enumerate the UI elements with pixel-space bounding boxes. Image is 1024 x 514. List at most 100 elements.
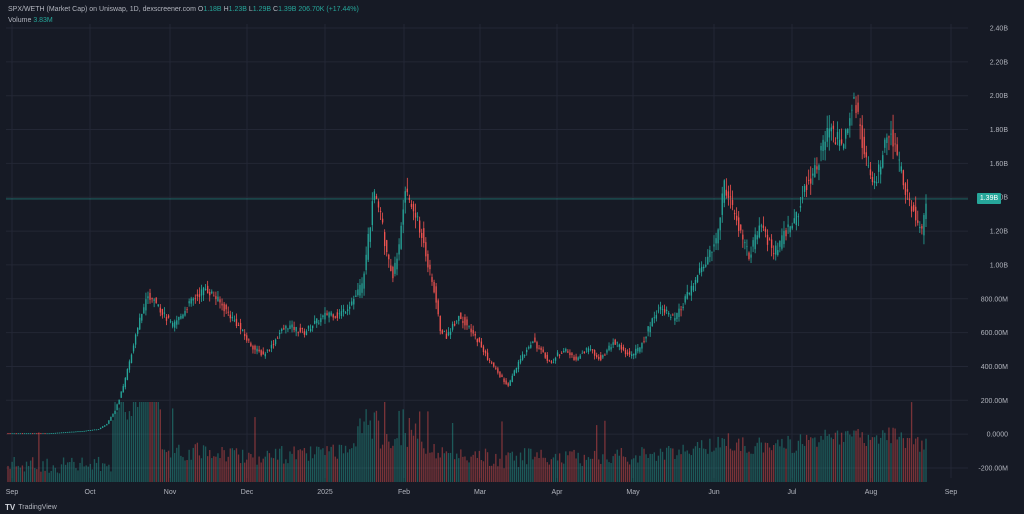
volume-bar	[503, 468, 505, 482]
candle-body	[318, 322, 320, 324]
volume-bar	[904, 447, 907, 482]
candle-body	[46, 433, 48, 435]
volume-bar	[688, 453, 690, 482]
candle-body	[466, 319, 468, 326]
candle-body	[820, 145, 822, 151]
volume-bar	[738, 438, 740, 482]
volume-bar	[254, 417, 256, 482]
x-tick-label: Oct	[85, 489, 96, 496]
x-tick-label: Mar	[474, 489, 487, 496]
candle-body	[206, 285, 209, 294]
volume-bar	[810, 437, 812, 482]
volume-bar	[371, 438, 373, 482]
candle-body	[622, 346, 625, 350]
volume-bar	[548, 464, 551, 482]
candle-body	[925, 203, 927, 219]
volume-bar	[149, 402, 151, 482]
candle-body	[114, 410, 116, 414]
y-tick-label: 800.00M	[981, 296, 1008, 303]
candle-body	[147, 296, 149, 299]
candle-body	[740, 224, 742, 231]
close-value: 1.39B	[278, 6, 297, 13]
volume-bar	[307, 460, 310, 482]
candle-body	[746, 246, 748, 248]
candle-body	[443, 330, 446, 332]
volume-bar	[832, 439, 835, 482]
candle-body	[836, 132, 839, 140]
candle-body	[698, 268, 701, 273]
candle-body	[484, 350, 487, 354]
candle-body	[120, 391, 122, 398]
volume-bar	[167, 450, 170, 482]
volume-bar	[81, 457, 83, 482]
candle-body	[797, 216, 800, 218]
candle-body	[628, 351, 631, 355]
volume-bar	[513, 460, 516, 482]
x-tick-label: Aug	[865, 489, 878, 496]
volume-bar	[227, 456, 229, 482]
candle-body	[717, 229, 719, 244]
candle-body	[7, 433, 9, 435]
candle-body	[783, 230, 785, 245]
volume-bar	[351, 448, 353, 482]
volume-bar	[69, 462, 71, 482]
volume-bar	[608, 462, 610, 482]
volume-bar	[122, 402, 124, 482]
candle-body	[814, 165, 816, 177]
candle-body	[363, 273, 365, 289]
volume-bar	[29, 460, 32, 482]
volume-bar	[912, 444, 915, 482]
footer-brand[interactable]: TV TradingView	[5, 503, 57, 512]
volume-bar	[180, 455, 182, 482]
volume-bar	[414, 423, 417, 482]
candle-body	[657, 310, 660, 312]
candle-body	[437, 300, 439, 315]
volume-bar	[890, 443, 892, 482]
volume-bar	[711, 451, 713, 482]
candle-body	[694, 279, 697, 285]
volume-bar	[40, 471, 42, 482]
volume-bar	[719, 447, 721, 482]
volume-bar	[602, 454, 604, 482]
volume-bar	[600, 463, 602, 482]
candle-body	[507, 383, 509, 386]
volume-bar	[585, 459, 588, 482]
volume-bar	[540, 449, 542, 482]
candle-body	[412, 204, 415, 212]
volume-bar	[186, 460, 188, 482]
candle-body	[762, 225, 765, 228]
candle-body	[770, 239, 773, 248]
volume-bar	[328, 451, 330, 482]
candle-body	[453, 323, 456, 326]
volume-bar	[250, 454, 252, 482]
volume-bar	[184, 460, 186, 482]
candle-body	[583, 351, 585, 353]
candle-body	[690, 285, 693, 296]
volume-bar	[132, 402, 135, 482]
volume-bar	[373, 412, 376, 482]
candle-body	[593, 349, 596, 356]
candle-body	[36, 433, 38, 435]
volume-bar	[598, 459, 600, 482]
candle-body	[435, 286, 437, 303]
candle-body	[194, 298, 196, 300]
y-tick-label: 1.20B	[990, 229, 1009, 236]
candle-body	[344, 312, 347, 314]
candle-body	[165, 316, 168, 321]
volume-legend: Volume 3.83M	[8, 17, 53, 24]
volume-bar	[9, 468, 11, 482]
volume-bar	[316, 446, 318, 482]
candle-body	[585, 348, 588, 350]
candle-body	[686, 291, 688, 299]
candle-body	[233, 320, 236, 322]
candle-body	[449, 331, 452, 335]
volume-bar	[443, 453, 446, 482]
volume-bar	[925, 438, 927, 482]
volume-bar	[752, 453, 754, 482]
candle-body	[91, 429, 94, 431]
volume-bar	[276, 459, 279, 482]
volume-bar	[353, 443, 355, 482]
candle-body	[544, 352, 546, 358]
volume-bar	[67, 462, 69, 482]
